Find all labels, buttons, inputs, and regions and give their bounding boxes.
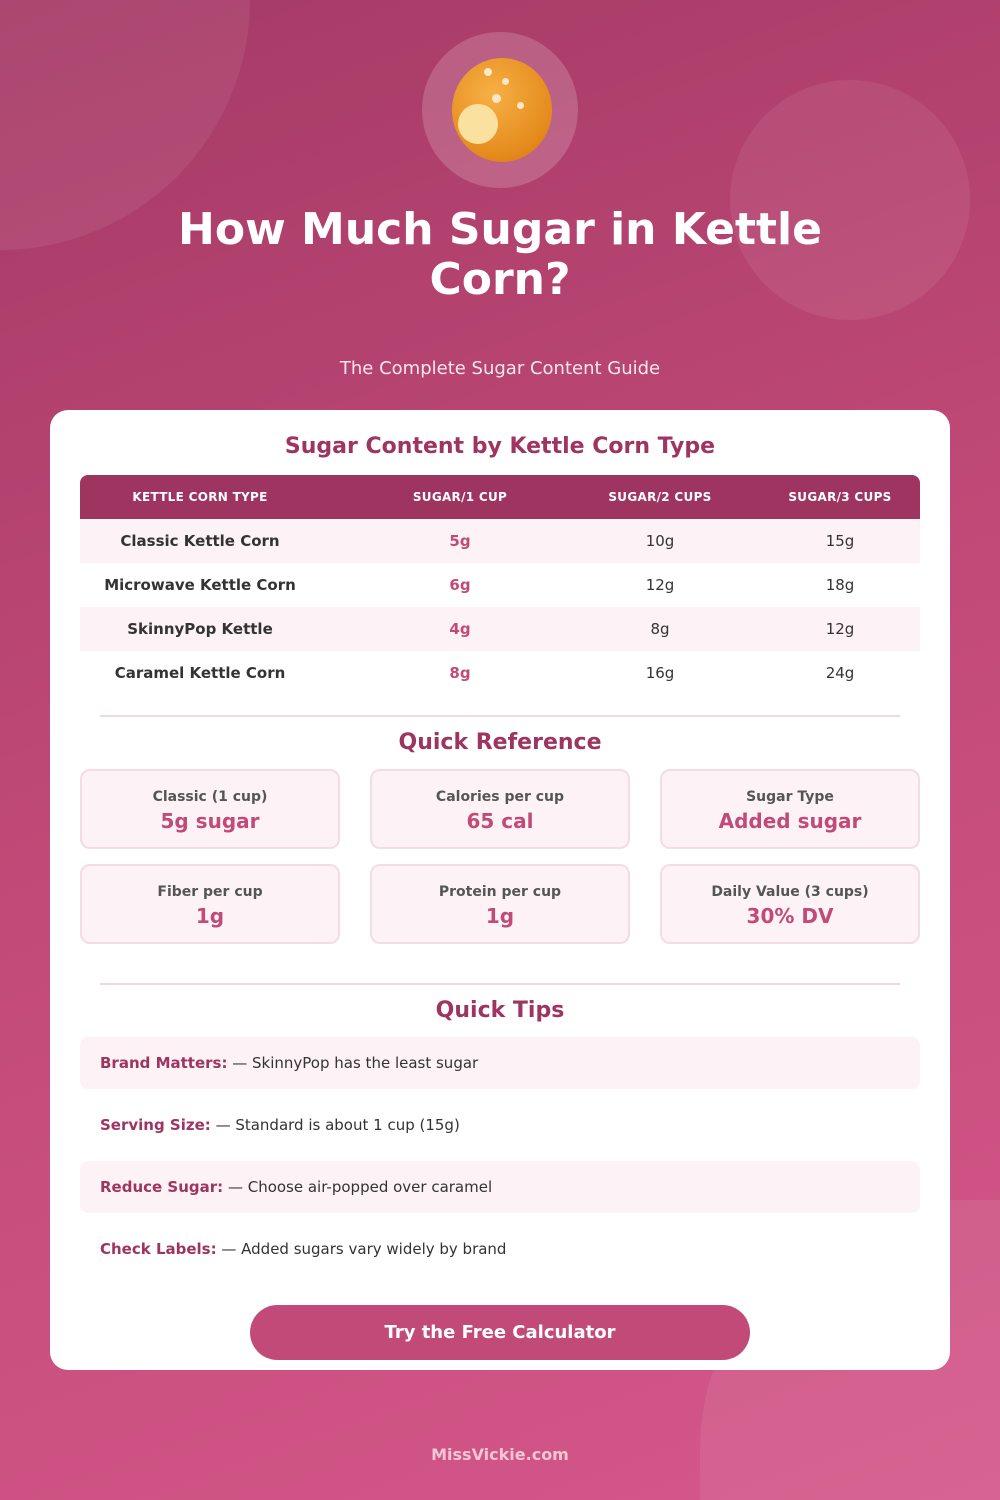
reference-label: Daily Value (3 cups)	[711, 884, 869, 900]
sugar-3cups-cell: 18g	[825, 576, 855, 594]
sugar-3cups-cell: 15g	[825, 532, 855, 550]
sugar-1cup-cell: 6g	[449, 576, 471, 594]
column-header: SUGAR/2 CUPS	[608, 490, 712, 504]
reference-value: Added sugar	[718, 809, 862, 833]
table-row: Classic Kettle Corn 5g 10g 15g	[80, 519, 920, 563]
column-header: KETTLE CORN TYPE	[132, 490, 268, 504]
sugar-2cups-cell: 12g	[645, 576, 675, 594]
tip-text: — SkinnyPop has the least sugar	[232, 1054, 479, 1072]
reference-box: Sugar Type Added sugar	[660, 769, 920, 849]
sugar-3cups-cell: 12g	[825, 620, 855, 638]
table-row: SkinnyPop Kettle 4g 8g 12g	[80, 607, 920, 651]
reference-value: 65 cal	[466, 809, 534, 833]
decor-circle	[730, 80, 970, 320]
table-title: Sugar Content by Kettle Corn Type	[284, 434, 716, 459]
reference-box: Daily Value (3 cups) 30% DV	[660, 864, 920, 944]
tip-text: — Added sugars vary widely by brand	[221, 1240, 507, 1258]
reference-value: 30% DV	[746, 904, 834, 928]
column-header: SUGAR/1 CUP	[412, 490, 508, 504]
sugar-1cup-cell: 4g	[449, 620, 471, 638]
sugar-1cup-cell: 8g	[449, 664, 471, 682]
content-card: Sugar Content by Kettle Corn Type KETTLE…	[50, 410, 950, 1370]
sugar-3cups-cell: 24g	[825, 664, 855, 682]
reference-value: 1g	[485, 904, 515, 928]
reference-title: Quick Reference	[398, 730, 602, 755]
tip-label: Reduce Sugar:	[100, 1178, 224, 1196]
reference-box: Fiber per cup 1g	[80, 864, 340, 944]
column-header: SUGAR/3 CUPS	[788, 490, 892, 504]
type-cell: Classic Kettle Corn	[120, 532, 280, 550]
table-row: Caramel Kettle Corn 8g 16g 24g	[80, 651, 920, 695]
reference-box: Classic (1 cup) 5g sugar	[80, 769, 340, 849]
sugar-2cups-cell: 8g	[650, 620, 670, 638]
footer-site[interactable]: MissVickie.com	[431, 1445, 569, 1464]
tip-item: Serving Size: — Standard is about 1 cup …	[80, 1099, 920, 1151]
tip-text: — Standard is about 1 cup (15g)	[215, 1116, 460, 1134]
divider	[100, 715, 900, 717]
tip-text: — Choose air-popped over caramel	[227, 1178, 493, 1196]
table-header: KETTLE CORN TYPE SUGAR/1 CUP SUGAR/2 CUP…	[80, 475, 920, 519]
reference-value: 5g sugar	[160, 809, 260, 833]
type-cell: Caramel Kettle Corn	[114, 664, 286, 682]
reference-label: Sugar Type	[746, 789, 834, 805]
reference-label: Classic (1 cup)	[152, 789, 268, 805]
sugar-2cups-cell: 10g	[645, 532, 675, 550]
reference-label: Protein per cup	[438, 884, 562, 900]
page-title: How Much Sugar in Kettle Corn?	[178, 204, 822, 305]
type-cell: SkinnyPop Kettle	[127, 620, 273, 638]
tip-label: Check Labels:	[100, 1240, 217, 1258]
sugar-1cup-cell: 5g	[449, 532, 471, 550]
tip-item: Check Labels: — Added sugars vary widely…	[80, 1223, 920, 1275]
divider	[100, 983, 900, 985]
calculator-button[interactable]: Try the Free Calculator	[250, 1305, 750, 1360]
reference-box: Calories per cup 65 cal	[370, 769, 630, 849]
type-cell: Microwave Kettle Corn	[104, 576, 296, 594]
tips-title: Quick Tips	[435, 998, 565, 1023]
tip-item: Reduce Sugar: — Choose air-popped over c…	[80, 1161, 920, 1213]
reference-box: Protein per cup 1g	[370, 864, 630, 944]
sugar-2cups-cell: 16g	[645, 664, 675, 682]
page-subtitle: The Complete Sugar Content Guide	[339, 358, 661, 379]
tip-item: Brand Matters: — SkinnyPop has the least…	[80, 1037, 920, 1089]
reference-label: Calories per cup	[435, 789, 565, 805]
reference-value: 1g	[195, 904, 225, 928]
reference-label: Fiber per cup	[157, 884, 263, 900]
tip-label: Brand Matters:	[100, 1054, 228, 1072]
logo-badge	[422, 32, 578, 188]
table-row: Microwave Kettle Corn 6g 12g 18g	[80, 563, 920, 607]
tip-label: Serving Size:	[100, 1116, 211, 1134]
